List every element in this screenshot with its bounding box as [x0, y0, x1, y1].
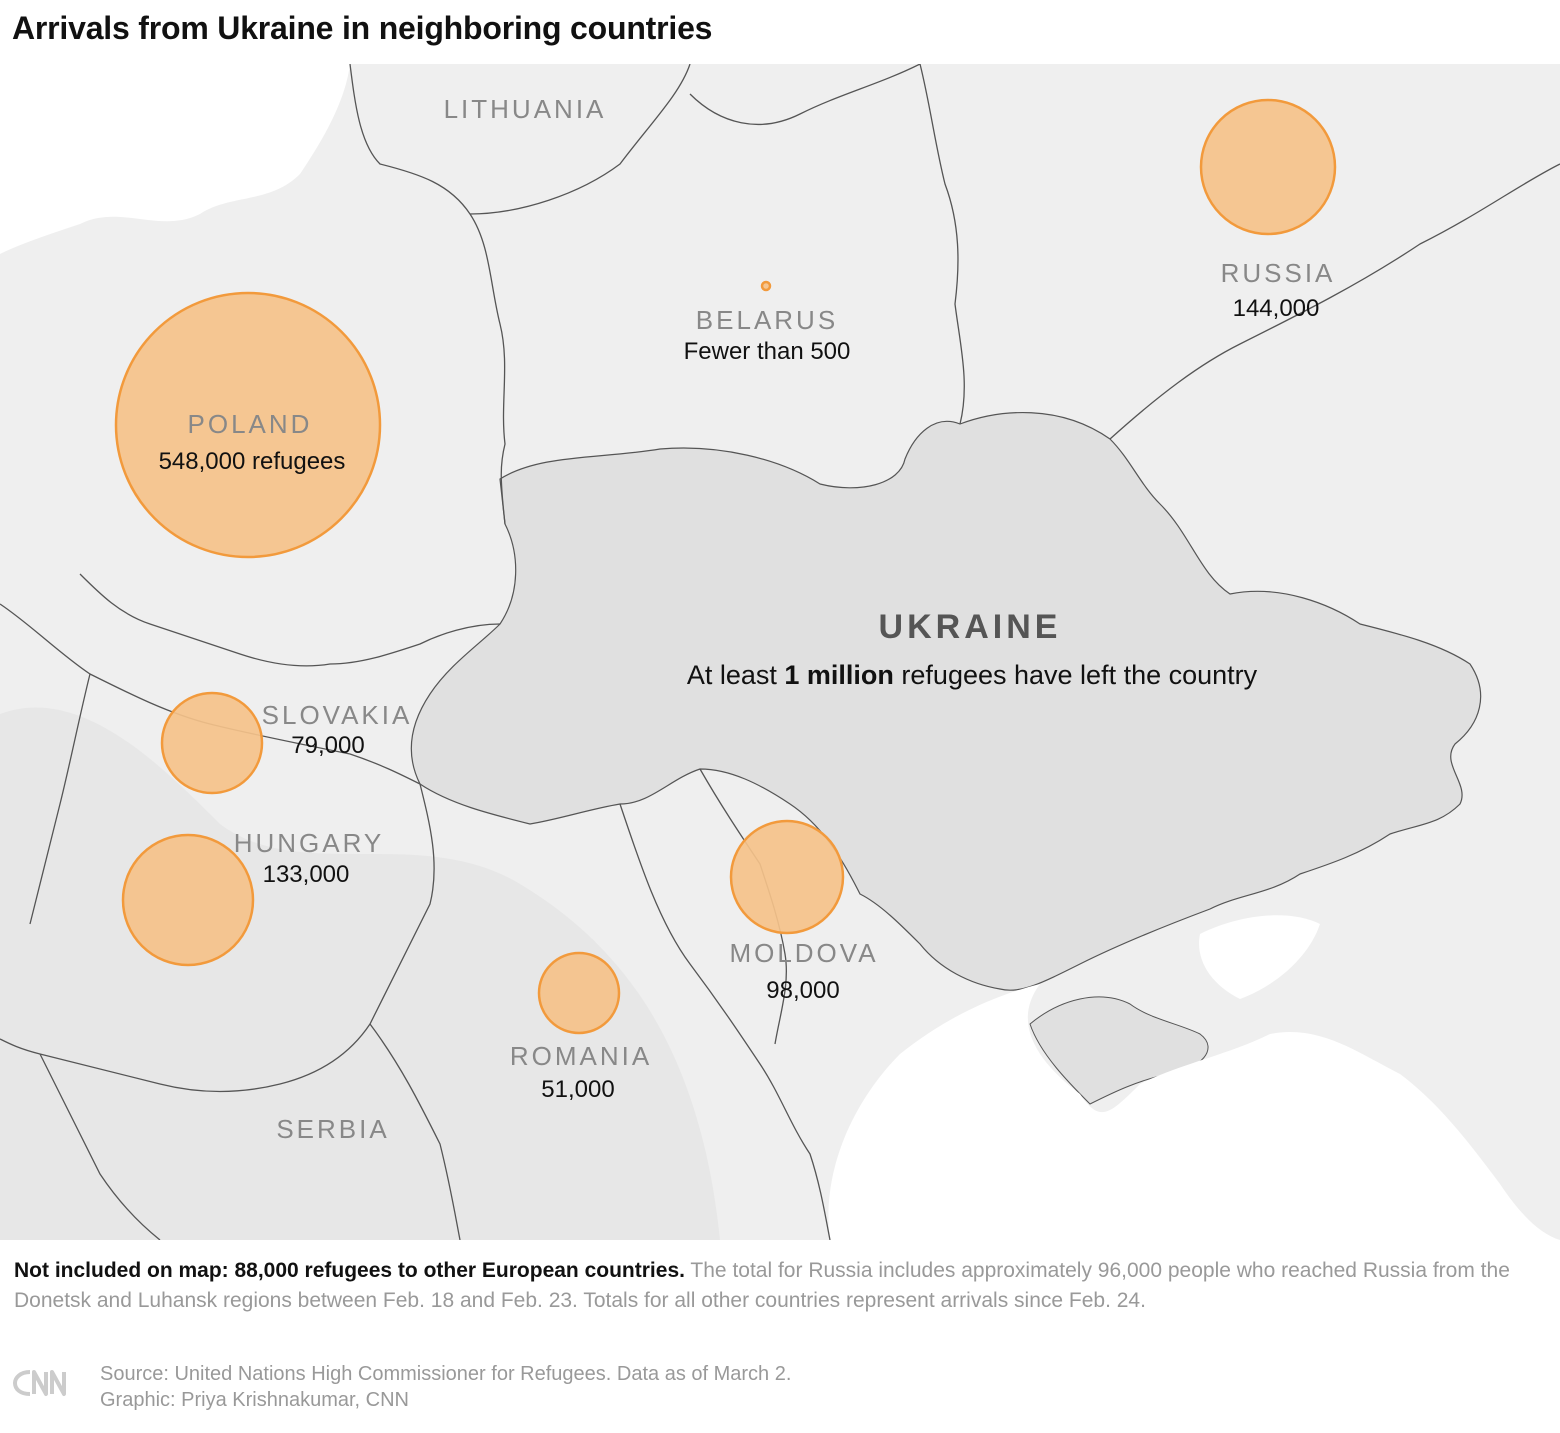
baltic-sea — [0, 64, 350, 254]
label-romania-value: 51,000 — [541, 1076, 614, 1103]
footnote: Not included on map: 88,000 refugees to … — [14, 1256, 1524, 1316]
label-poland-name: POLAND — [188, 409, 313, 439]
bubble-belarus[interactable] — [760, 280, 772, 292]
label-belarus-name: BELARUS — [696, 305, 838, 335]
label-hungary-value: 133,000 — [263, 861, 350, 888]
label-lithuania: LITHUANIA — [444, 94, 607, 124]
label-russia-value: 144,000 — [1233, 295, 1320, 322]
map-canvas: LITHUANIA SERBIA POLAND 548,000 refugees… — [0, 64, 1560, 1240]
crimea-area — [1029, 996, 1209, 1105]
source-line: Source: United Nations High Commissioner… — [100, 1363, 792, 1385]
country-borders — [0, 64, 1560, 1240]
label-slovakia-name: SLOVAKIA — [262, 700, 413, 730]
ukraine-note-start: At least — [687, 660, 785, 690]
bubble-poland[interactable] — [114, 291, 382, 559]
map[interactable]: LITHUANIA SERBIA POLAND 548,000 refugees… — [0, 64, 1560, 1240]
page-title: Arrivals from Ukraine in neighboring cou… — [12, 10, 713, 46]
ukraine-note-end: refugees have left the country — [894, 660, 1258, 690]
footnote-text: The total for Russia includes approximat… — [14, 1259, 1510, 1312]
label-serbia: SERBIA — [276, 1114, 389, 1144]
label-moldova-value: 98,000 — [766, 977, 839, 1004]
bubble-romania[interactable] — [537, 951, 621, 1035]
cnn-logo — [13, 1370, 66, 1396]
footnote-bold: Not included on map: 88,000 refugees to … — [14, 1259, 685, 1282]
label-moldova-name: MOLDOVA — [729, 938, 878, 968]
bubble-russia[interactable] — [1199, 98, 1337, 236]
label-hungary-name: HUNGARY — [234, 828, 385, 858]
graphic-credit: Graphic: Priya Krishnakumar, CNN — [100, 1389, 409, 1411]
bubbles — [114, 98, 1337, 1035]
black-sea — [828, 984, 1560, 1240]
label-slovakia-value: 79,000 — [291, 732, 364, 759]
bubble-slovakia[interactable] — [160, 691, 264, 795]
label-ukraine-name: UKRAINE — [879, 608, 1062, 646]
label-russia-name: RUSSIA — [1221, 258, 1336, 288]
bubble-hungary[interactable] — [121, 833, 255, 967]
credits: Source: United Nations High Commissioner… — [100, 1361, 791, 1413]
label-ukraine-note: At least 1 million refugees have left th… — [687, 660, 1258, 690]
ukraine-note-bold: 1 million — [784, 660, 894, 690]
azov-sea — [1199, 915, 1320, 999]
bubble-moldova[interactable] — [729, 819, 845, 935]
label-poland-value: 548,000 refugees — [159, 448, 346, 475]
label-belarus-value: Fewer than 500 — [684, 338, 851, 365]
label-romania-name: ROMANIA — [510, 1041, 652, 1071]
